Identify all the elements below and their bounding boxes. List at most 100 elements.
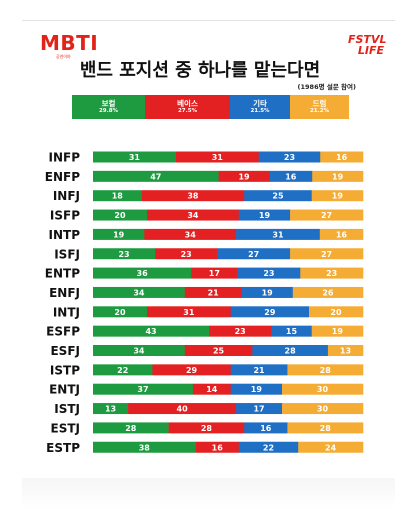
data-label-intj-0: 20	[114, 308, 126, 317]
data-label-infj-3: 19	[332, 192, 344, 201]
legend-item-drum: 드럼 21.2%	[290, 95, 349, 119]
fstvl-logo-line: FSTVL	[348, 33, 387, 46]
category-label-estp: ESTP	[46, 441, 80, 455]
category-label-enfj: ENFJ	[49, 286, 80, 300]
bar-segment-entp-0	[93, 267, 192, 279]
bar-segment-isfp-3	[290, 209, 364, 221]
data-label-esfj-1: 25	[213, 347, 225, 356]
data-label-esfp-0: 43	[145, 327, 156, 336]
mbti-logo-caption: 공연이야	[56, 54, 71, 59]
data-label-infj-0: 18	[112, 192, 124, 201]
bar-segment-infp-0	[93, 151, 177, 163]
data-label-istp-2: 21	[253, 366, 265, 375]
bar-segment-intj-2	[230, 306, 310, 318]
bar-segment-isfj-3	[290, 248, 364, 260]
data-label-intj-2: 29	[264, 308, 276, 317]
bar-segment-istp-1	[152, 364, 231, 376]
bar-segment-infj-1	[141, 190, 245, 202]
bar-segment-entp-2	[237, 267, 301, 279]
data-label-istp-0: 22	[117, 366, 128, 375]
bar-segment-infp-2	[258, 151, 321, 163]
bar-segment-esfj-2	[252, 345, 329, 356]
data-label-estj-0: 28	[125, 424, 137, 433]
bar-segment-enfj-0	[93, 286, 186, 298]
bar-segment-enfp-3	[312, 170, 364, 182]
legend-label: 보컬	[101, 99, 116, 108]
data-label-istj-1: 40	[177, 405, 189, 414]
bar-segment-esfj-1	[184, 345, 253, 356]
data-label-estj-3: 28	[320, 424, 332, 433]
data-label-entp-1: 17	[209, 269, 220, 278]
data-label-isfp-2: 19	[259, 211, 271, 220]
category-label-entj: ENTJ	[49, 383, 80, 397]
data-label-istp-1: 29	[186, 366, 198, 375]
data-label-intp-3: 16	[336, 230, 348, 239]
data-label-estp-0: 38	[139, 443, 151, 452]
bar-segment-infj-2	[244, 190, 312, 202]
category-label-enfp: ENFP	[45, 170, 80, 184]
legend-percent: 27.5%	[177, 108, 198, 114]
data-label-isfj-0: 23	[118, 250, 129, 259]
bottom-shade	[22, 478, 395, 509]
data-label-isfj-1: 23	[181, 250, 192, 259]
bar-segment-entj-0	[93, 383, 194, 395]
data-label-istj-3: 30	[317, 405, 329, 414]
category-label-estj: ESTJ	[51, 421, 81, 435]
bar-segment-esfj-3	[327, 345, 364, 356]
data-label-entp-0: 36	[137, 269, 149, 278]
data-label-estj-2: 16	[260, 424, 272, 433]
data-label-intj-1: 31	[183, 308, 195, 317]
bar-segment-enfp-1	[218, 170, 270, 182]
data-label-isfj-3: 27	[321, 250, 332, 259]
data-label-esfp-2: 15	[286, 327, 298, 336]
bar-segment-istj-3	[282, 403, 364, 415]
legend-percent: 29.8%	[98, 108, 119, 114]
bar-segment-intp-2	[236, 228, 321, 240]
bar-segment-isfj-2	[217, 248, 291, 260]
bar-segment-estj-1	[168, 422, 245, 434]
data-label-infp-1: 31	[212, 153, 224, 162]
category-label-esfj: ESFJ	[50, 344, 80, 358]
data-label-infj-1: 38	[187, 192, 199, 201]
data-label-infp-0: 31	[129, 153, 141, 162]
data-label-infp-3: 16	[336, 153, 348, 162]
data-label-esfj-3: 13	[340, 347, 351, 356]
bar-segment-enfj-1	[184, 286, 242, 298]
data-label-entj-3: 30	[317, 385, 329, 394]
bar-segment-entj-2	[230, 383, 283, 395]
legend-label: 드럼	[312, 99, 327, 108]
data-label-intp-1: 34	[185, 230, 197, 239]
chart-title: 밴드 포지션 중 하나를 맡는다면	[79, 60, 321, 81]
bar-segment-esfp-1	[209, 325, 272, 337]
bar-segment-estp-1	[195, 441, 240, 453]
data-label-istj-0: 13	[105, 405, 116, 414]
data-label-enfp-2: 16	[285, 172, 297, 181]
bar-segment-intp-0	[93, 228, 145, 240]
data-label-esfj-2: 28	[285, 347, 297, 356]
data-label-enfp-0: 47	[150, 172, 161, 181]
bar-segment-entp-1	[191, 267, 238, 279]
bar-segment-enfp-0	[93, 170, 219, 182]
data-label-infp-2: 23	[284, 153, 295, 162]
bar-segment-estj-3	[287, 422, 364, 434]
legend-percent: 21.5%	[250, 108, 270, 114]
life-logo-line: LIFE	[357, 44, 384, 57]
category-label-infj: INFJ	[53, 189, 80, 203]
bar-segment-enfj-3	[292, 286, 364, 298]
bar-segment-entj-3	[282, 383, 364, 395]
bar-segment-infj-0	[93, 190, 142, 202]
mbti-logo: MBTI	[40, 31, 99, 55]
bar-segment-esfj-0	[93, 345, 186, 356]
category-label-intp: INTP	[49, 228, 81, 242]
data-label-infj-2: 25	[272, 192, 284, 201]
bar-segment-istp-3	[287, 364, 364, 376]
bar-segment-istj-2	[236, 403, 283, 415]
bar-segment-intj-1	[147, 306, 231, 318]
category-label-istj: ISTJ	[54, 402, 80, 416]
bar-segment-intj-0	[93, 306, 148, 318]
data-label-enfp-1: 19	[238, 172, 250, 181]
data-label-esfp-3: 19	[332, 327, 344, 336]
legend-item-bass: 베이스 27.5%	[145, 95, 230, 119]
data-label-entp-3: 23	[326, 269, 337, 278]
data-label-intp-2: 31	[272, 230, 284, 239]
